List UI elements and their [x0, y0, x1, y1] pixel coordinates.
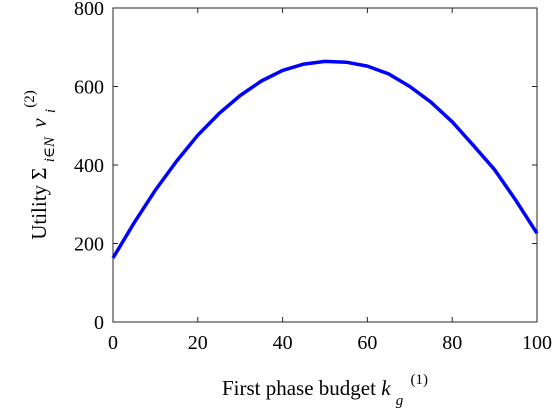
- y-axis-label-sum-subscript: i∈N: [42, 136, 58, 162]
- series-group: [111, 59, 539, 259]
- y-axis-title: Utility Σ i∈N v i (2): [22, 90, 60, 240]
- x-axis-label-text: First phase budget: [222, 376, 381, 400]
- x-axis-label-superscript: (1): [411, 372, 429, 388]
- x-axis-title: First phase budget k g (1): [222, 372, 428, 410]
- x-tick-label: 40: [273, 332, 293, 354]
- x-axis-label-variable: k: [381, 376, 391, 400]
- y-tick-label: 0: [94, 312, 104, 334]
- axis-tick-labels: 0 20 40 60 80 100 0 200 400 600 800: [74, 0, 552, 354]
- y-axis-label-var-subscript: i: [43, 109, 59, 113]
- x-tick-label: 20: [188, 332, 208, 354]
- y-axis-label-superscript: (2): [22, 90, 38, 108]
- y-tick-label: 600: [74, 77, 104, 99]
- x-tick-label: 0: [108, 332, 118, 354]
- y-tick-label: 800: [74, 0, 104, 20]
- y-tick-label: 200: [74, 234, 104, 256]
- y-axis-label-variable: v: [27, 118, 51, 128]
- y-tick-label: 400: [74, 155, 104, 177]
- y-axis-label-text: Utility: [27, 180, 51, 240]
- series-line: [111, 59, 539, 259]
- plot-area: [112, 7, 538, 323]
- x-axis-label-subscript: g: [396, 393, 404, 409]
- x-tick-label: 80: [442, 332, 462, 354]
- x-tick-label: 100: [522, 332, 552, 354]
- y-axis-label-sum: Σ: [27, 167, 51, 179]
- x-tick-label: 60: [357, 332, 377, 354]
- axis-ticks: [112, 7, 538, 323]
